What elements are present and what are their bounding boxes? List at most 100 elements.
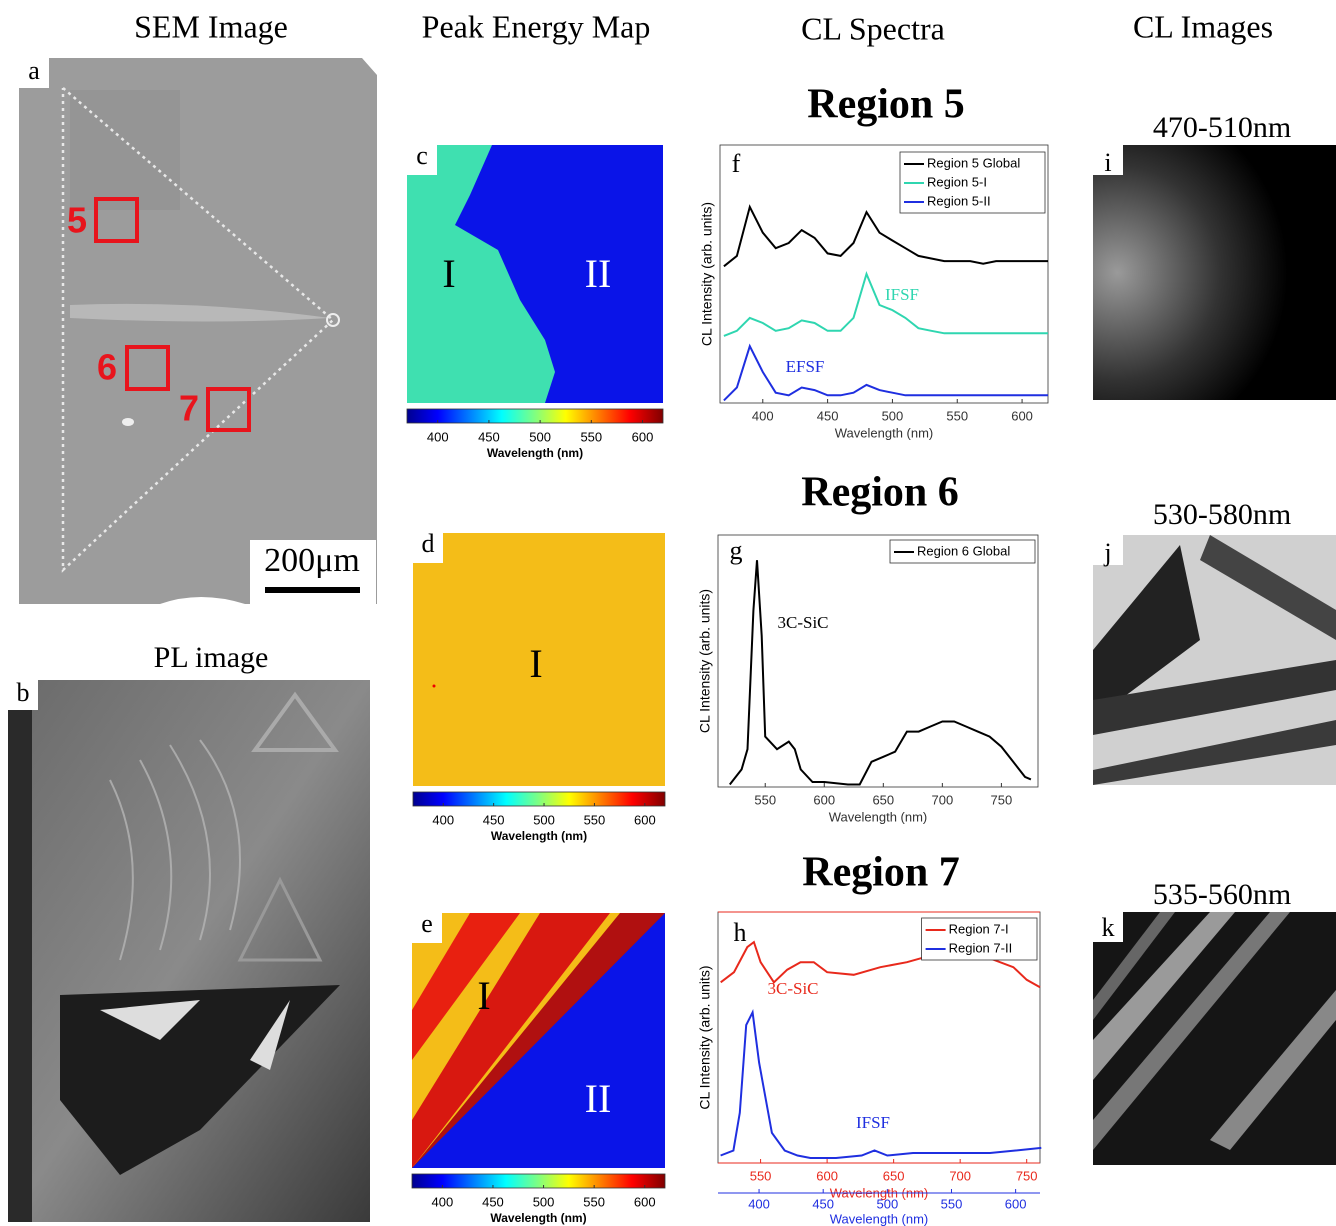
cl-image-i	[1093, 145, 1336, 400]
panel-label: a	[28, 56, 40, 85]
x-tick-label: 550	[750, 1168, 772, 1183]
header: CL Spectra	[801, 10, 945, 46]
annotation: 3C-SiC	[777, 613, 828, 632]
annotation: IFSF	[885, 285, 919, 304]
y-axis-label: CL Intensity (arb. units)	[699, 202, 715, 346]
colorbar-tick-label: 500	[529, 429, 551, 444]
sem-image: 5 6 7 200μm	[19, 58, 377, 604]
colorbar-tick-label: 400	[432, 812, 454, 827]
rect	[265, 587, 360, 593]
x-tick-label: 750	[991, 792, 1013, 807]
x-axis-label: Wavelength (nm)	[829, 809, 928, 824]
legend-label: Region 5-II	[927, 193, 991, 208]
map-e	[412, 913, 665, 1168]
series-line	[724, 346, 1048, 400]
y-axis-label: CL Intensity (arb. units)	[697, 589, 713, 733]
header: Peak Energy Map	[422, 8, 651, 44]
colorbar	[413, 792, 665, 806]
panel-label: b	[17, 678, 30, 707]
pl-title: PL image	[154, 641, 269, 674]
region-label: 5	[67, 200, 87, 241]
colorbar-tick-label: 450	[478, 429, 500, 444]
colorbar-tick-label: 450	[483, 812, 505, 827]
rect	[1093, 145, 1336, 400]
panel-label: i	[1104, 148, 1111, 177]
header: SEM Image	[134, 8, 288, 44]
cl-image-k	[1093, 912, 1336, 1165]
chart-title: Region 5	[807, 82, 965, 128]
colorbar-tick-label: 550	[583, 1194, 605, 1209]
x-tick-label: 600	[816, 1168, 838, 1183]
panel-label: e	[421, 909, 433, 938]
y-axis-label: CL Intensity (arb. units)	[697, 965, 713, 1109]
cl-image-title: 535-560nm	[1153, 878, 1291, 911]
x2-tick-label: 500	[876, 1196, 898, 1211]
x-tick-label: 550	[946, 408, 968, 423]
headers: SEM Image Peak Energy Map CL Spectra CL …	[134, 8, 1273, 46]
cl-image-j	[1093, 535, 1336, 785]
x-tick-label: 450	[817, 408, 839, 423]
colorbar-tick-label: 400	[432, 1194, 454, 1209]
cl-image-title: 470-510nm	[1153, 111, 1291, 144]
colorbar-tick-label: 450	[482, 1194, 504, 1209]
x2-tick-label: 550	[941, 1196, 963, 1211]
series-line	[721, 1012, 1042, 1158]
scale-bar-label: 200μm	[264, 542, 360, 579]
cl-image-title: 530-580nm	[1153, 498, 1291, 531]
chart-title: Region 6	[801, 470, 959, 516]
region-label: 7	[179, 388, 199, 429]
x-tick-label: 650	[872, 792, 894, 807]
colorbar	[412, 1174, 665, 1188]
legend-label: Region 5 Global	[927, 155, 1020, 170]
legend-label: Region 5-I	[927, 174, 987, 189]
circle	[433, 685, 436, 688]
rect	[8, 680, 32, 1222]
x2-tick-label: 600	[1005, 1196, 1027, 1211]
panel-label: f	[732, 149, 741, 178]
x-tick-label: 550	[754, 792, 776, 807]
x-tick-label: 750	[1016, 1168, 1038, 1183]
colorbar-tick-label: 600	[634, 1194, 656, 1209]
pl-image	[8, 680, 370, 1222]
legend-label: Region 6 Global	[917, 543, 1010, 558]
map-label: I	[529, 641, 542, 686]
colorbar-tick-label: 400	[427, 429, 449, 444]
x-axis-label: Wavelength (nm)	[835, 425, 934, 440]
series-line	[724, 207, 1048, 266]
region-label: 6	[97, 347, 117, 388]
panel-label: j	[1103, 538, 1111, 567]
annotation: IFSF	[856, 1113, 890, 1132]
panel-label: d	[422, 529, 435, 558]
panel-label: c	[416, 141, 428, 170]
x-tick-label: 700	[932, 792, 954, 807]
panel-label: g	[730, 536, 743, 565]
colorbar-label: Wavelength (nm)	[490, 1211, 586, 1225]
colorbar-label: Wavelength (nm)	[487, 446, 583, 460]
x-tick-label: 400	[752, 408, 774, 423]
x2-tick-label: 450	[812, 1196, 834, 1211]
x2-tick-label: 400	[748, 1196, 770, 1211]
colorbar-tick-label: 550	[580, 429, 602, 444]
ellipse	[122, 418, 134, 426]
colorbar-tick-label: 600	[634, 812, 656, 827]
colorbar-tick-label: 500	[533, 1194, 555, 1209]
x2-axis-label: Wavelength (nm)	[830, 1211, 929, 1226]
x-tick-label: 600	[1011, 408, 1033, 423]
panel-label: k	[1102, 913, 1115, 942]
colorbar-tick-label: 500	[533, 812, 555, 827]
series-line	[730, 560, 1031, 784]
panel-label: h	[734, 918, 747, 947]
legend-label: Region 7-I	[949, 921, 1009, 936]
plot-frame	[718, 535, 1038, 787]
map-label: II	[585, 1076, 612, 1121]
x-tick-label: 500	[882, 408, 904, 423]
header: CL Images	[1133, 8, 1273, 44]
map-label: I	[442, 251, 455, 296]
series-line	[724, 274, 1048, 336]
x-tick-label: 600	[813, 792, 835, 807]
colorbar-label: Wavelength (nm)	[491, 829, 587, 843]
annotation: EFSF	[786, 357, 825, 376]
chart-title: Region 7	[802, 850, 960, 896]
legend-label: Region 7-II	[949, 940, 1013, 955]
colorbar-tick-label: 600	[632, 429, 654, 444]
